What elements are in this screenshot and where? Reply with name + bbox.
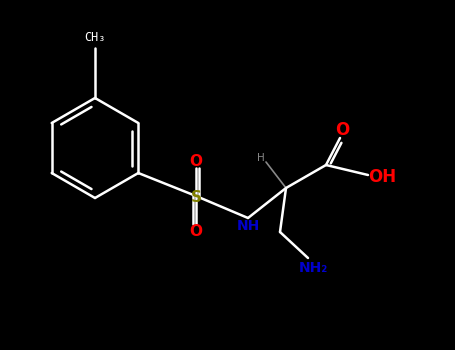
Text: NH₂: NH₂ [298, 261, 328, 275]
Text: NH: NH [237, 219, 260, 233]
Text: O: O [335, 121, 349, 139]
Text: O: O [189, 154, 202, 168]
Text: O: O [189, 224, 202, 238]
Text: S: S [191, 189, 202, 204]
Text: CH₃: CH₃ [84, 31, 106, 44]
Text: H: H [257, 153, 265, 163]
Text: OH: OH [368, 168, 396, 186]
